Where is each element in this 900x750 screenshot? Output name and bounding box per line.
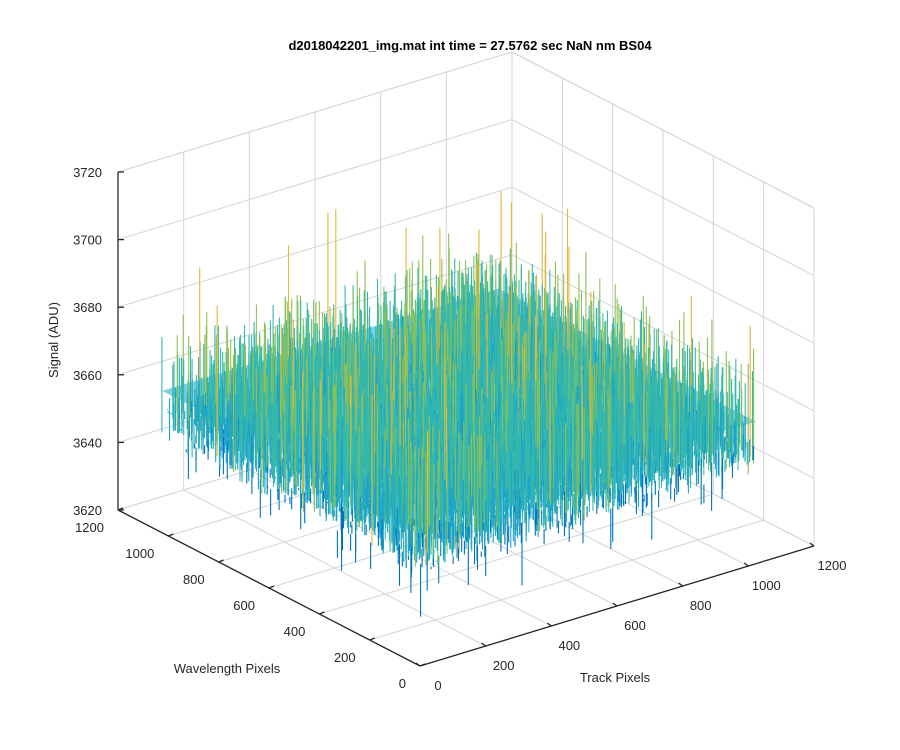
grid-line-sidewall-z (511, 119, 815, 277)
grid-line-backwall-z (117, 119, 513, 241)
grid-line-backwall-z (117, 186, 513, 308)
box-edge-top-side (511, 51, 815, 209)
box-edge-top-back (117, 51, 513, 173)
grid-line-sidewall-z (511, 186, 815, 344)
grid-line-floor-y (369, 519, 764, 641)
grid-line-sidewall-z (511, 254, 815, 412)
grid-line-floor-y (319, 493, 714, 615)
surface-layer (161, 191, 757, 617)
